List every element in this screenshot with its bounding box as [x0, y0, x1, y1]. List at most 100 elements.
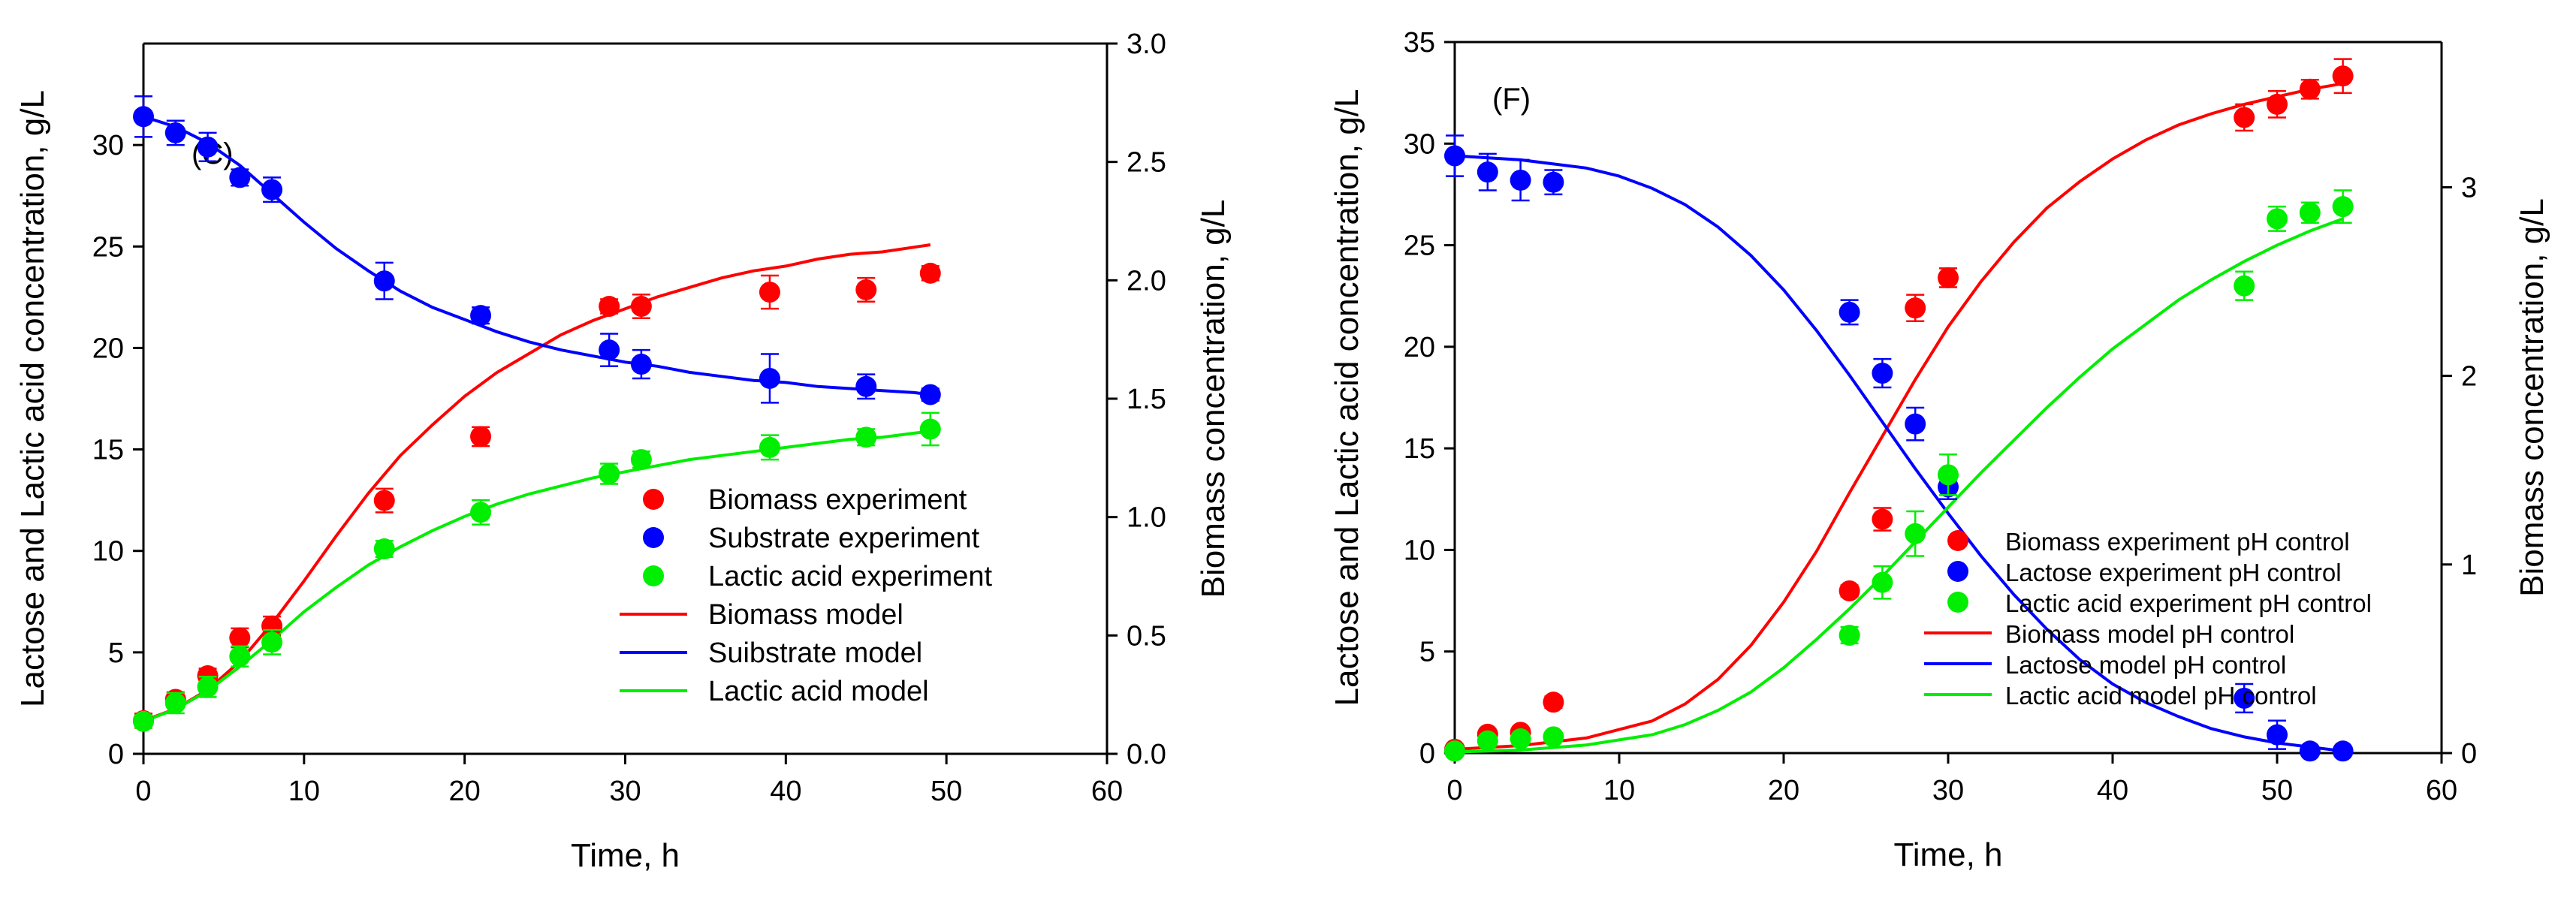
series-line-lactose-model-ph-control: [1454, 154, 2343, 753]
point-biomass-experiment: [919, 262, 941, 284]
series-line-biomass-model-ph-control: [1454, 82, 2343, 751]
y-tick-label-left: 5: [1419, 637, 1435, 668]
x-tick-label: 40: [2097, 775, 2128, 806]
point-lactic-acid-experiment: [855, 426, 877, 448]
x-tick-label: 20: [449, 776, 481, 807]
point-substrate-experiment: [164, 122, 186, 143]
legend-marker: [1947, 530, 1968, 551]
point-biomass-experiment-ph-control: [1938, 267, 1959, 288]
x-tick-label: 10: [1603, 775, 1635, 806]
point-substrate-experiment: [759, 367, 780, 389]
legend-marker: [1947, 592, 1968, 613]
y-tick-label-right: 1.0: [1127, 502, 1166, 534]
x-tick-label: 30: [1932, 775, 1964, 806]
y-tick-label-right: 3: [2461, 172, 2477, 203]
x-tick-label: 0: [1446, 775, 1462, 806]
legend-label: Suibstrate model: [708, 637, 922, 669]
y-tick-label-right: 0.5: [1127, 620, 1166, 652]
point-lactic-acid-experiment-ph-control: [2299, 202, 2321, 224]
legend-label: Lactose model pH control: [2005, 651, 2286, 679]
point-substrate-experiment: [630, 354, 652, 375]
series-line-suibstrate-model: [143, 115, 931, 396]
y-axis-title-right: Biomass concentration, g/L: [1195, 200, 1232, 598]
point-lactic-acid-experiment-ph-control: [2332, 196, 2354, 218]
point-lactic-acid-experiment: [470, 502, 492, 523]
point-lactic-acid-experiment-ph-control: [2234, 275, 2255, 297]
y-tick-label-left: 20: [92, 333, 124, 364]
point-biomass-experiment: [630, 296, 652, 318]
chart-panel-c: 0 10 20 30 40 50 60 0 5 10 15 20 25 30 0.0 0.5 1.0 1.5 2.0…: [14, 29, 1232, 874]
legend: Biomass experiment pH control Lactose exp…: [1924, 528, 2372, 710]
x-tick-label: 50: [931, 776, 962, 807]
x-tick-label: 10: [288, 776, 320, 807]
point-lactic-acid-experiment-ph-control: [1872, 571, 1893, 593]
x-tick-label: 60: [2426, 775, 2457, 806]
x-axis-title: Time, h: [1893, 836, 2002, 873]
x-tick-label: 20: [1768, 775, 1799, 806]
point-biomass-experiment-ph-control: [1905, 297, 1926, 319]
y-tick-label-left: 10: [92, 536, 124, 568]
x-tick-label: 50: [2261, 775, 2293, 806]
legend-label: Biomass experiment: [708, 484, 967, 516]
point-lactic-acid-experiment: [133, 710, 154, 732]
point-lactic-acid-experiment-ph-control: [1838, 625, 1860, 646]
point-biomass-experiment: [470, 426, 492, 447]
series-line-lactic-acid-model-ph-control: [1454, 217, 2344, 754]
y-tick-label-right: 2: [2461, 361, 2477, 393]
y-tick-label-right: 1: [2461, 550, 2477, 581]
point-biomass-experiment-ph-control: [2299, 78, 2321, 100]
point-biomass-experiment-ph-control: [1543, 692, 1564, 713]
point-lactic-acid-experiment-ph-control: [1444, 740, 1465, 762]
point-lactic-acid-experiment: [373, 538, 395, 560]
y-tick-label-left: 30: [92, 130, 124, 161]
legend-marker: [1947, 561, 1968, 582]
y-tick-label-left: 30: [1404, 128, 1435, 160]
point-lactose-experiment-ph-control: [2299, 740, 2321, 762]
y-tick-label-left: 0: [108, 739, 124, 770]
y-tick-label-left: 25: [92, 231, 124, 263]
point-lactic-acid-experiment-ph-control: [1543, 726, 1564, 748]
point-lactic-acid-experiment-ph-control: [2267, 208, 2288, 230]
point-lactose-experiment-ph-control: [1510, 169, 1531, 191]
legend-marker: [643, 489, 664, 510]
y-tick-label-right: 0: [2461, 738, 2477, 770]
y-tick-label-right: 2.5: [1127, 147, 1166, 179]
legend-label: Biomass model pH control: [2005, 620, 2294, 648]
y-axis-title-left: Lactose and Lactic acid concentration, g…: [1329, 89, 1365, 707]
point-biomass-experiment: [373, 490, 395, 511]
y-tick-label-left: 15: [92, 435, 124, 466]
point-biomass-experiment-ph-control: [1872, 508, 1893, 530]
point-lactic-acid-experiment-ph-control: [1905, 523, 1926, 544]
point-substrate-experiment: [229, 167, 251, 188]
point-lactic-acid-experiment: [229, 646, 251, 667]
x-tick-label: 0: [135, 776, 151, 807]
point-biomass-experiment: [229, 627, 251, 649]
point-substrate-experiment: [599, 339, 620, 361]
legend-marker: [643, 527, 664, 548]
point-lactic-acid-experiment: [759, 436, 780, 458]
y-tick-label-left: 5: [108, 637, 124, 669]
point-biomass-experiment-ph-control: [2332, 65, 2354, 87]
x-tick-label: 60: [1091, 776, 1123, 807]
point-biomass-experiment-ph-control: [2234, 107, 2255, 128]
legend-label: Lactic acid model pH control: [2005, 682, 2317, 710]
legend-label: Biomass experiment pH control: [2005, 528, 2350, 556]
point-lactose-experiment-ph-control: [1444, 145, 1465, 167]
point-substrate-experiment: [197, 136, 219, 158]
legend-label: Lactose experiment pH control: [2005, 559, 2342, 586]
point-lactose-experiment-ph-control: [1838, 301, 1860, 323]
x-axis-title: Time, h: [571, 837, 680, 874]
y-tick-label-right: 1.5: [1127, 384, 1166, 415]
legend-label: Lactic acid experiment: [708, 561, 993, 592]
point-lactic-acid-experiment: [197, 676, 219, 698]
y-tick-label-right: 3.0: [1127, 29, 1166, 60]
point-lactic-acid-experiment-ph-control: [1938, 464, 1959, 486]
legend-label: Lactic acid experiment pH control: [2005, 589, 2372, 617]
legend-label: Substrate experiment: [708, 523, 980, 554]
point-substrate-experiment: [855, 375, 877, 397]
y-axis-title-right: Biomass concentration, g/L: [2514, 198, 2550, 597]
point-biomass-experiment-ph-control: [2267, 93, 2288, 115]
point-lactose-experiment-ph-control: [2234, 687, 2255, 709]
